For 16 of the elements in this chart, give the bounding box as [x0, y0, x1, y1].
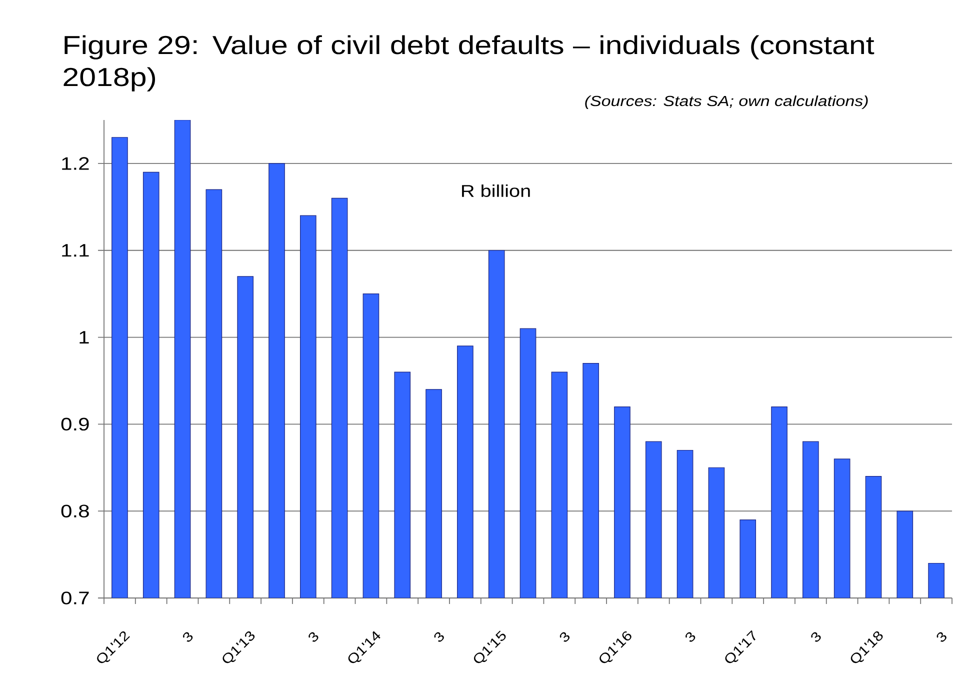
x-tick-label: 3	[811, 632, 821, 642]
y-axis-title: R billion	[462, 184, 530, 197]
x-tick-label: 3	[686, 632, 696, 642]
x-tick-label: 3	[308, 632, 318, 642]
y-tick-label: 0.9	[61, 418, 89, 431]
y-tick-label: 0.7	[61, 592, 89, 604]
y-tick-label: 1.2	[62, 157, 89, 170]
x-tick-label: 3	[434, 632, 444, 642]
x-tick-label: 3	[936, 632, 946, 642]
y-tick-label: 0.8	[61, 504, 89, 518]
x-tick-label: 3	[560, 632, 570, 642]
x-tick-label: 3	[183, 632, 193, 642]
chart-title: Figure 29: Value of civil debt defaults – individuals (constant 2018p)	[64, 35, 874, 92]
y-tick-label: 1.1	[62, 244, 89, 257]
y-tick-label: 1	[80, 331, 89, 344]
text: (Sources: Stats SA; own calculations)	[585, 95, 868, 110]
